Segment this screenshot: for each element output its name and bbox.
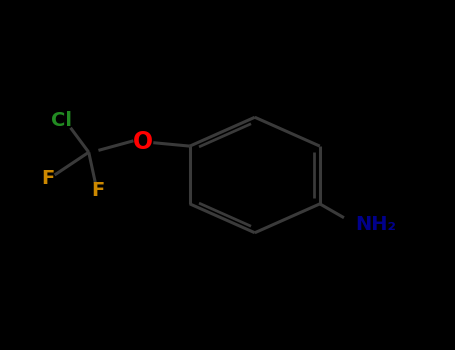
Text: O: O <box>133 130 153 154</box>
Text: NH₂: NH₂ <box>355 215 396 233</box>
Text: F: F <box>91 181 105 200</box>
Text: Cl: Cl <box>51 111 72 130</box>
Text: F: F <box>41 169 55 188</box>
